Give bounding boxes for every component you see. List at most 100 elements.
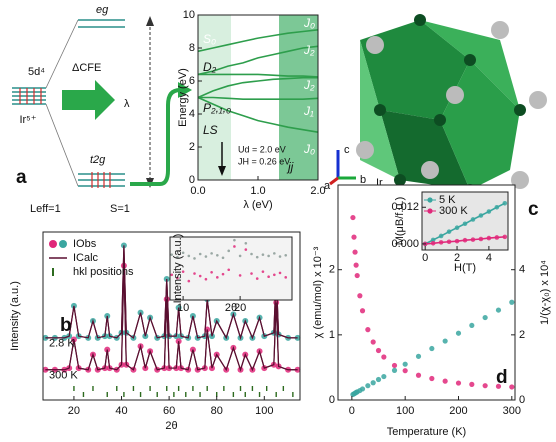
data-point	[233, 245, 236, 248]
x-tick-label: 80	[211, 405, 223, 417]
data-point	[255, 277, 259, 280]
y-axis-label: χ (emu/mol) x 10⁻³	[312, 246, 324, 338]
data-point	[216, 276, 219, 279]
data-point	[462, 237, 468, 243]
y-tick-label: 0.012	[391, 201, 419, 213]
data-point	[486, 235, 492, 241]
data-point	[238, 274, 242, 277]
y-axis-label: Intensity (a.u.)	[9, 281, 21, 351]
plot-frame	[42, 231, 301, 401]
data-point	[204, 255, 208, 258]
data-point	[250, 252, 253, 256]
x-axis-label: Temperature (K)	[387, 426, 466, 438]
data-point	[284, 253, 288, 257]
y2-tick-label: 2	[519, 329, 525, 341]
data-point	[370, 380, 376, 386]
t2g-label: t2g	[90, 154, 106, 166]
x-tick-label: 60	[163, 405, 175, 417]
data-point	[170, 273, 174, 277]
legend-label: 300 K	[439, 205, 468, 217]
data-point	[221, 256, 225, 260]
data-point	[365, 383, 371, 389]
leff-label: Leff=1	[30, 203, 61, 215]
legend-label: 5 K	[439, 194, 456, 206]
x-tick-label: 4	[486, 252, 492, 264]
series-label: 2.8 K	[49, 338, 75, 350]
data-point	[221, 272, 225, 276]
shaded-span	[279, 15, 318, 180]
y-tick-label: 0	[329, 394, 335, 406]
data-point	[478, 213, 484, 218]
axis-label: b	[360, 174, 366, 186]
data-point	[470, 237, 476, 242]
panel-label: b	[60, 315, 72, 336]
data-point	[181, 270, 185, 273]
data-point	[454, 238, 460, 244]
x-tick-label: 20	[68, 405, 80, 417]
x-tick-label: 2	[454, 252, 460, 264]
data-point	[359, 386, 366, 392]
x-tick-label: 100	[396, 405, 414, 417]
data-point	[375, 376, 382, 383]
data-point	[482, 383, 488, 389]
data-point	[278, 255, 282, 258]
data-point	[415, 353, 422, 359]
legend-swatch	[49, 240, 57, 248]
data-point	[486, 209, 492, 214]
data-point	[478, 236, 484, 242]
energy-annotations: S₀ D₂ P₂,₁,₀ LS J₀ J₂ J₂ J₁ J₀ jj Ud = 2…	[203, 16, 315, 176]
data-point	[494, 235, 500, 240]
legend-label: ICalc	[73, 252, 99, 264]
y-tick-label: 4	[189, 108, 195, 120]
series-line	[198, 96, 319, 100]
data-point	[255, 255, 259, 259]
data-point	[469, 322, 475, 329]
data-point	[454, 225, 460, 231]
data-point	[381, 373, 387, 380]
legend-label: IObs	[73, 238, 97, 250]
data-point	[227, 249, 231, 253]
data-point	[354, 272, 360, 279]
series-label: 300 K	[49, 370, 78, 382]
data-point	[261, 270, 265, 273]
data-point	[442, 378, 448, 384]
data-point	[391, 367, 398, 373]
state-label: J₂	[303, 43, 315, 57]
ion-label: Ir⁵⁺	[19, 114, 36, 126]
series-line	[197, 76, 318, 99]
series-line	[197, 96, 319, 133]
fit-line	[45, 245, 298, 340]
fit-line	[45, 265, 298, 372]
data-point	[494, 204, 500, 210]
data-point	[495, 383, 502, 389]
ir-label: Ir	[376, 177, 383, 189]
x-tick-label: 2.0	[310, 185, 325, 197]
data-point	[375, 347, 382, 354]
y-axis-label: Intensity (a.u.)	[172, 234, 184, 304]
x-tick-label: 200	[449, 405, 467, 417]
state-label: D₂	[203, 60, 217, 74]
x-tick-label: 0	[349, 405, 355, 417]
x-axis-label: λ (eV)	[243, 199, 272, 211]
spin-label: S=1	[110, 203, 130, 215]
y-tick-label: 10	[183, 9, 195, 21]
x-tick-label: 1.0	[250, 185, 265, 197]
data-point	[429, 345, 435, 352]
series-line	[198, 73, 319, 78]
data-point	[442, 338, 448, 344]
y2-tick-label: 0	[519, 394, 525, 406]
state-label: J₀	[303, 16, 315, 30]
legend-label: hkl positions	[73, 266, 134, 278]
data-point	[370, 339, 376, 345]
data-point	[438, 240, 444, 245]
data-point	[402, 361, 408, 367]
x-tick-label: 300	[503, 405, 521, 417]
data-point	[181, 251, 185, 255]
data-point	[352, 249, 358, 255]
data-point	[470, 217, 476, 222]
crystal-structure: c a b Ir Y c	[324, 14, 547, 220]
x-axis-label: H(T)	[454, 262, 476, 274]
eg-label: eg	[96, 4, 109, 16]
x-tick-label: 40	[115, 405, 127, 417]
